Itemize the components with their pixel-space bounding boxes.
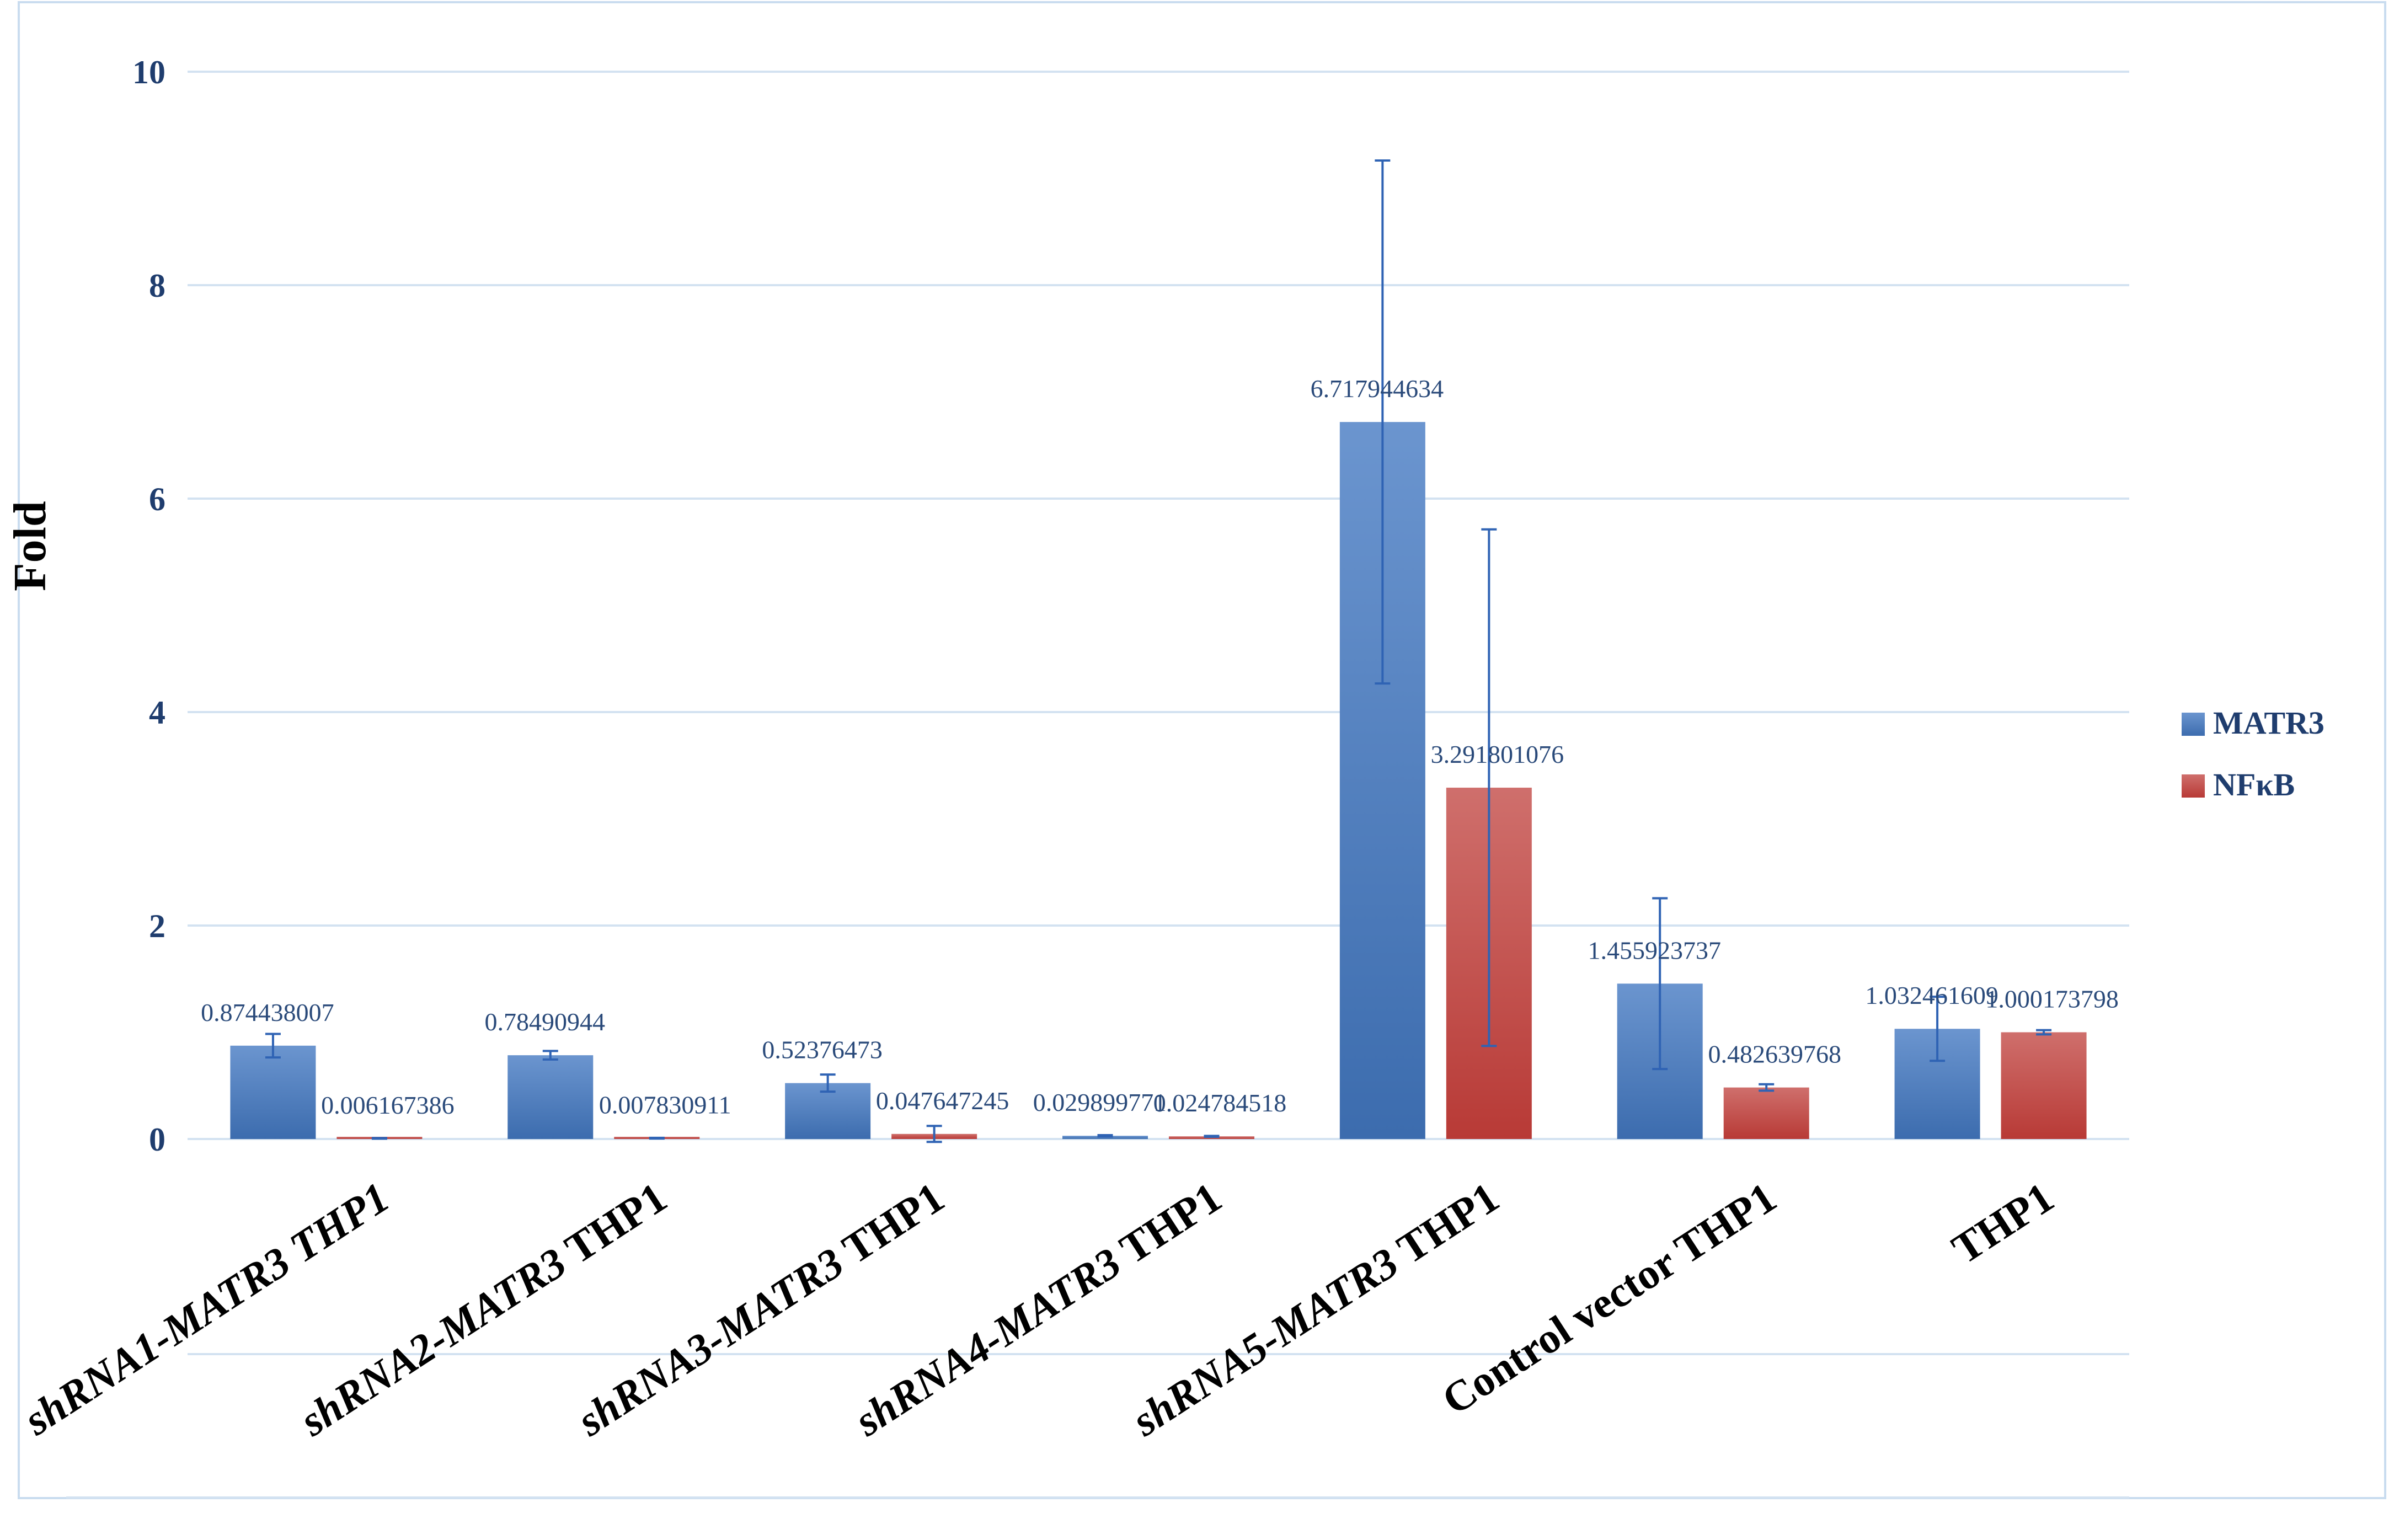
bar-matr3 xyxy=(230,1045,316,1139)
bar-nfkb xyxy=(1723,1087,1809,1139)
y-tick-labels: 0 2 4 6 8 10 xyxy=(132,54,165,1158)
y-tick-label: 8 xyxy=(149,268,165,304)
category-label-prefix: shRNA2-MATR3 xyxy=(291,1238,575,1446)
category-label-prefix: shRNA3-MATR3 xyxy=(568,1238,852,1446)
data-label: 0.029899771 xyxy=(1033,1088,1167,1116)
legend-swatch xyxy=(2182,713,2205,736)
data-label: 0.874438007 xyxy=(201,998,334,1026)
bar-matr3 xyxy=(507,1055,594,1139)
data-label: 3.291801076 xyxy=(1431,740,1564,768)
gridlines xyxy=(66,71,2129,1499)
data-label: 0.007830911 xyxy=(599,1090,731,1119)
category-label-suffix: THP1 xyxy=(1103,1173,1230,1278)
legend-label: MATR3 xyxy=(2213,705,2324,741)
data-label: 6.717944634 xyxy=(1311,375,1444,403)
data-label: 1.455923737 xyxy=(1588,936,1721,964)
data-labels: 0.874438007 0.78490944 0.52376473 0.0298997… xyxy=(201,375,2119,1119)
data-label: 0.024784518 xyxy=(1153,1089,1287,1117)
y-tick-label: 2 xyxy=(149,908,165,944)
category-label-suffix: THP1 xyxy=(548,1173,675,1278)
category-label-prefix: shRNA1-MATR3 xyxy=(15,1237,298,1445)
legend: MATR3 NFκB xyxy=(2182,705,2324,803)
category-label-prefix: shRNA4-MATR3 xyxy=(846,1238,1129,1446)
category-label: THP1 xyxy=(1943,1173,2062,1273)
data-label: 0.52376473 xyxy=(762,1036,883,1064)
data-label: 1.032461609 xyxy=(1865,981,1998,1009)
y-tick-label: 6 xyxy=(149,481,165,517)
category-label-prefix: shRNA5-MATR3 xyxy=(1123,1238,1407,1446)
y-tick-label: 0 xyxy=(149,1121,165,1158)
data-label: 0.047647245 xyxy=(876,1087,1009,1115)
category-label-suffix: THP1 xyxy=(1380,1173,1507,1278)
y-axis-label: Fold xyxy=(4,501,56,591)
category-label-suffix: THP1 xyxy=(1943,1173,2062,1273)
bar-nfkb xyxy=(2001,1032,2087,1139)
data-label: 0.482639768 xyxy=(1708,1040,1841,1068)
data-label: 0.006167386 xyxy=(321,1091,455,1119)
error-bars xyxy=(265,159,2052,1143)
category-label-suffix: THP1 xyxy=(826,1173,953,1278)
data-label: 1.000173798 xyxy=(1985,985,2119,1013)
legend-swatch xyxy=(2182,774,2205,798)
y-tick-label: 10 xyxy=(132,54,165,90)
y-tick-label: 4 xyxy=(149,694,165,731)
legend-label: NFκB xyxy=(2213,767,2295,803)
chart-border xyxy=(18,1,2386,1499)
data-label: 0.78490944 xyxy=(485,1008,606,1036)
category-label-suffix: THP1 xyxy=(272,1173,397,1277)
